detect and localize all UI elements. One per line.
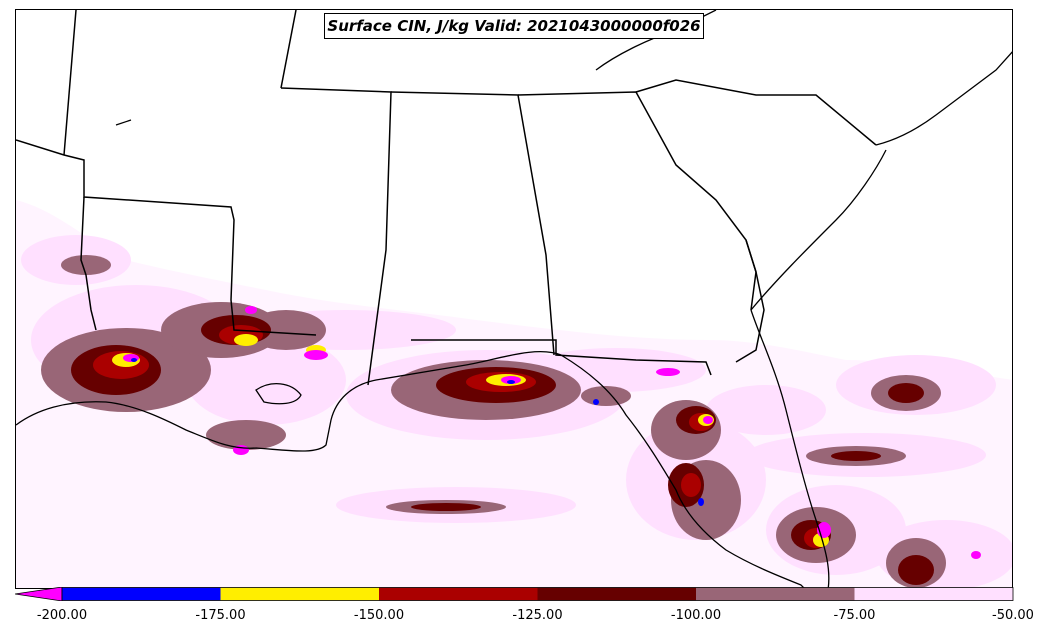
state-boundaries — [16, 10, 877, 386]
colorbar-bin-1 — [220, 587, 379, 601]
map-title: Surface CIN, J/kg Valid: 2021043000000f0… — [324, 13, 704, 39]
colorbar-tick-label: -200.00 — [36, 608, 88, 623]
colorbar-tick-label: -75.00 — [833, 608, 876, 623]
colorbar-extend-arrow — [15, 587, 63, 601]
colorbar-bin-0 — [62, 587, 221, 601]
map-panel — [15, 9, 1013, 589]
colorbar-bin-3 — [537, 587, 696, 601]
colorbar-tick-label: -175.00 — [195, 608, 246, 623]
colorbar — [15, 587, 1014, 601]
colorbar-bin-4 — [696, 587, 855, 601]
colorbar-tick-label: -125.00 — [512, 608, 563, 623]
cin-field-blue — [131, 358, 704, 506]
colorbar-tick-label: -100.00 — [670, 608, 722, 623]
colorbar-bin-2 — [379, 587, 538, 601]
colorbar-bin-5 — [854, 587, 1013, 601]
cin-map — [16, 10, 1012, 588]
colorbar-tick-label: -150.00 — [353, 608, 405, 623]
colorbar-tick-label: -50.00 — [992, 608, 1034, 623]
